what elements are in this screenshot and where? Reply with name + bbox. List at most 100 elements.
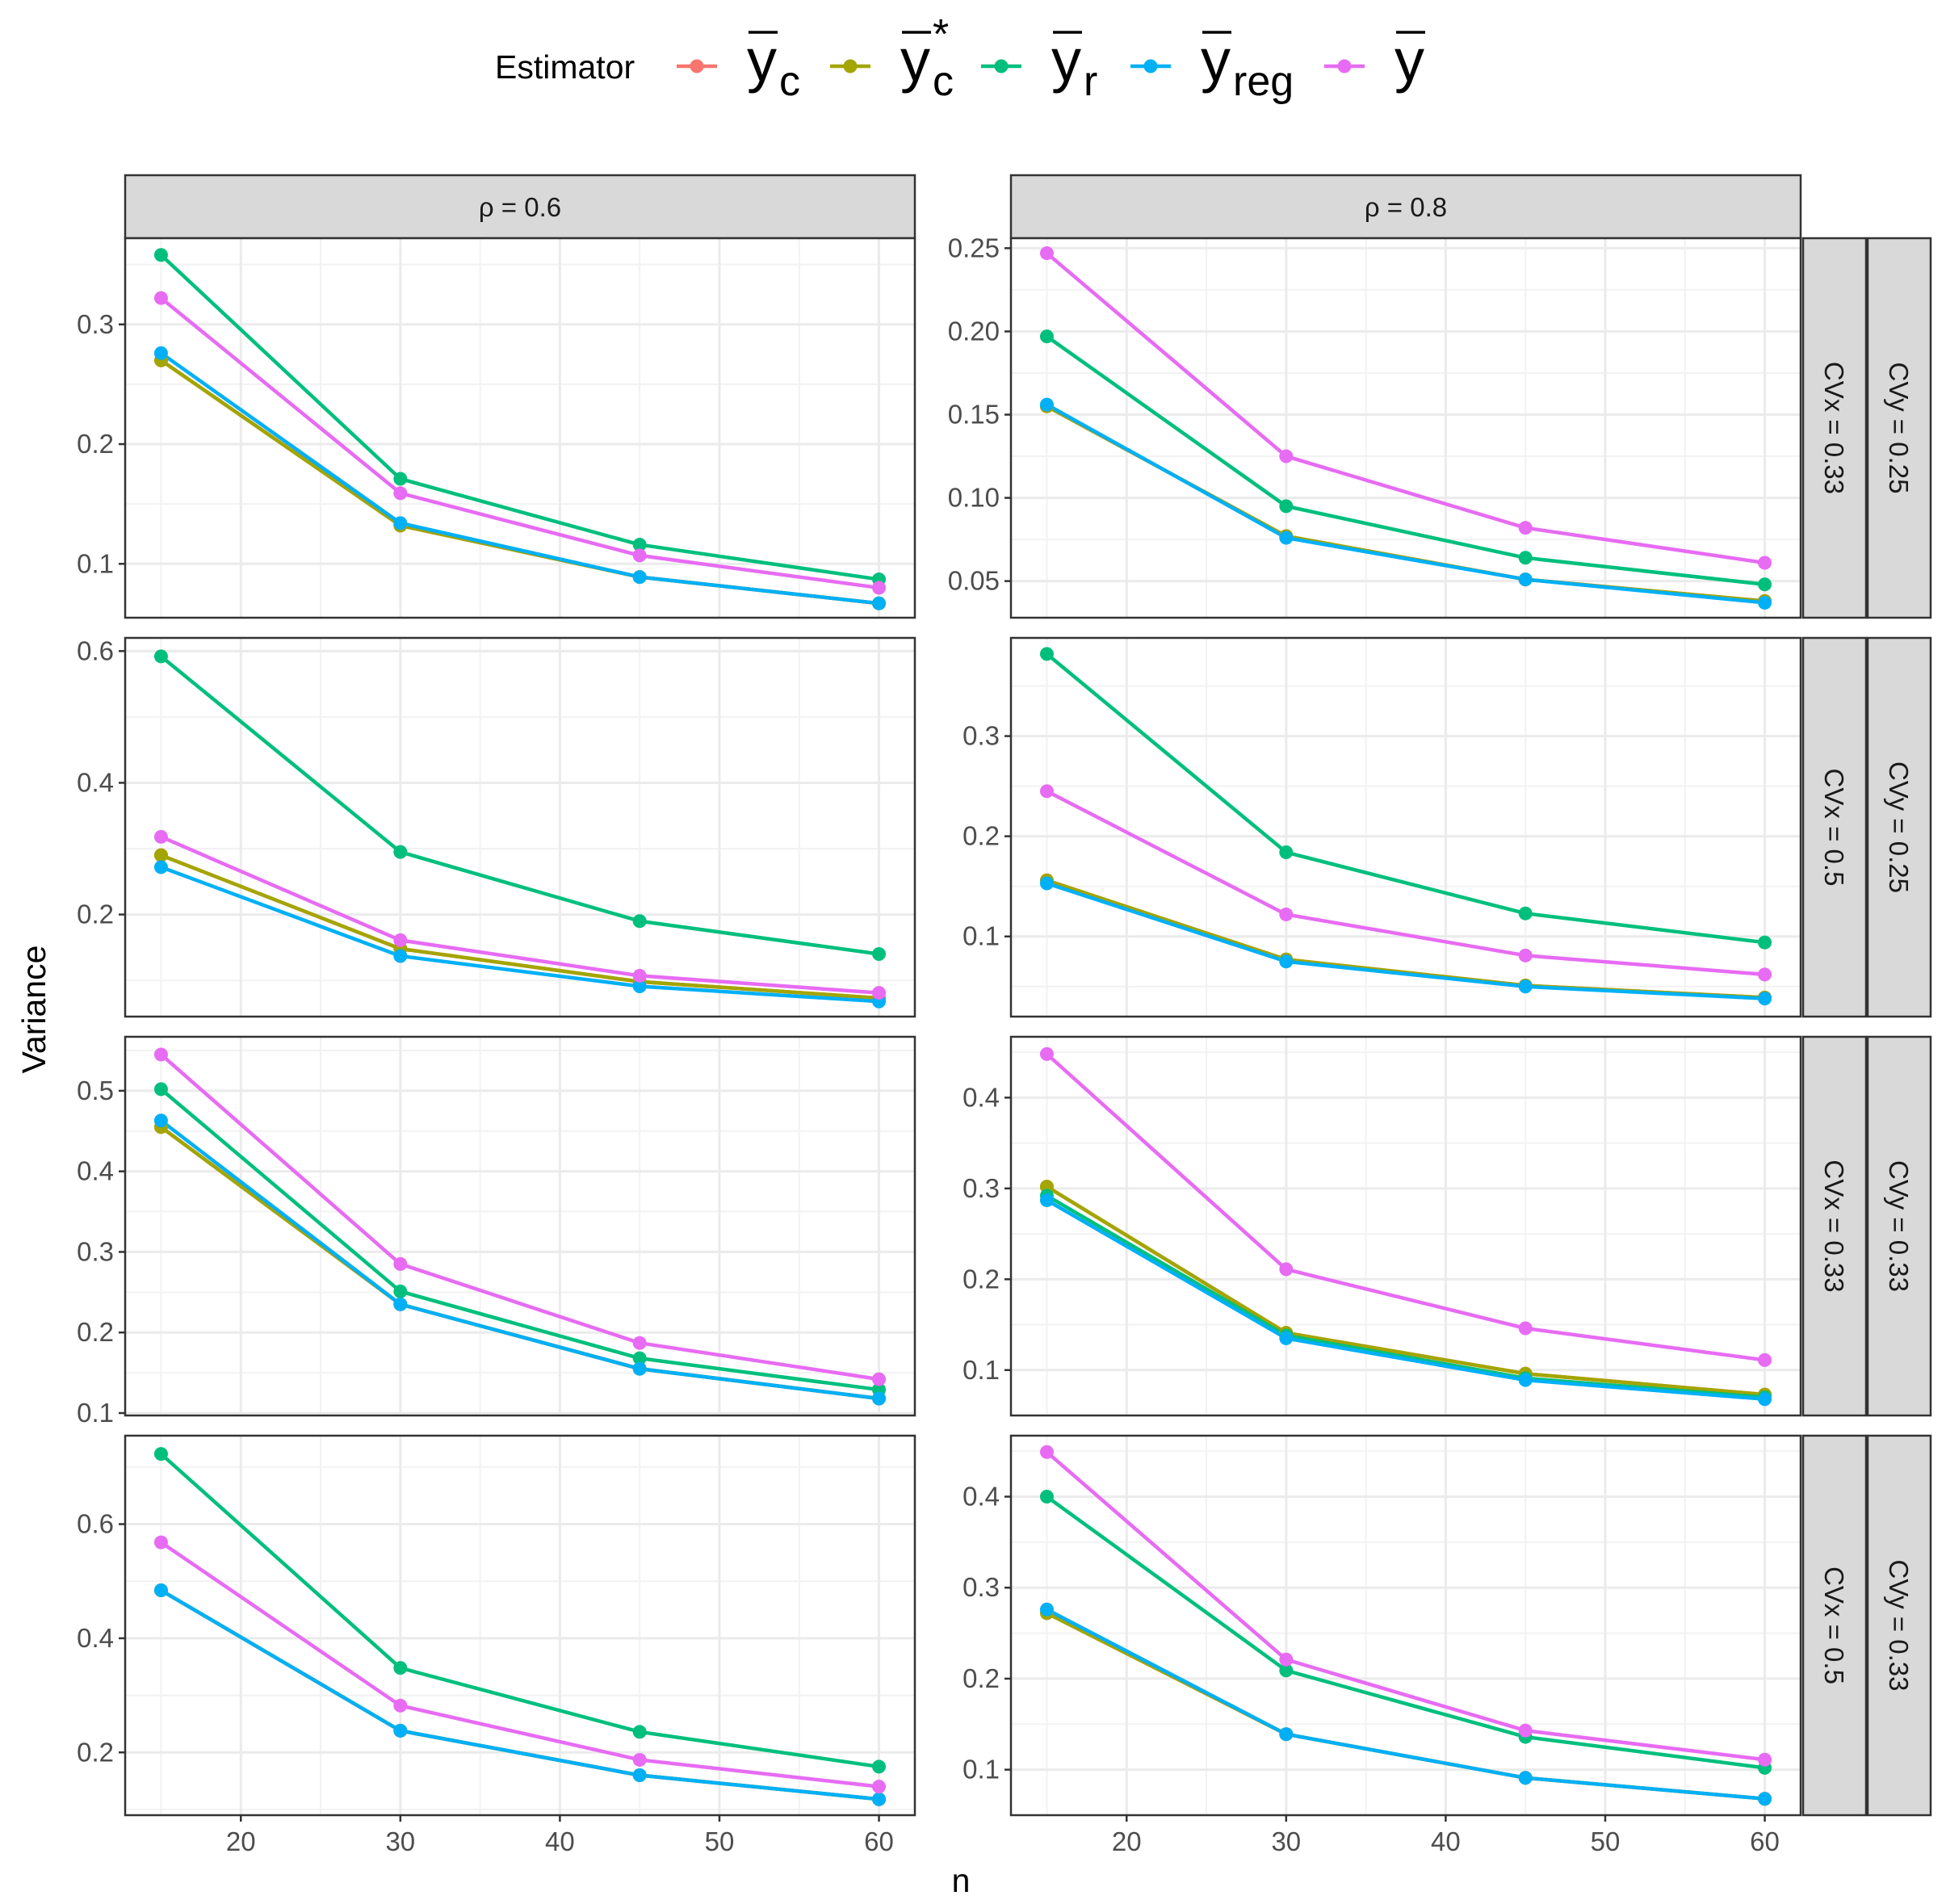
data-point-ybar [1279, 1652, 1294, 1667]
data-point-yc_star [153, 848, 168, 862]
data-point-ybar [1039, 1445, 1054, 1459]
panel: 0.2 0.4 0.6 [77, 635, 916, 1018]
series-line-ybar [1046, 789, 1765, 977]
y-tick-label: 0.25 [948, 233, 1000, 262]
data-point-yreg [153, 1113, 168, 1128]
y-tick-label: 0.3 [963, 1572, 1000, 1602]
data-point-ybar [1279, 907, 1294, 921]
column-strip-label: ρ = 0.8 [1365, 192, 1447, 222]
legend-entry: y reg [1130, 27, 1294, 105]
legend-entries: y c y c* y r y reg y [677, 11, 1425, 105]
data-point-ybar [872, 986, 887, 1000]
x-tick-label: 50 [1591, 1826, 1621, 1856]
data-point-ybar [393, 486, 408, 501]
data-point-yreg [1039, 1602, 1054, 1617]
legend-key-point [690, 59, 704, 73]
x-tick-label: 30 [1271, 1826, 1301, 1856]
panel-background [1011, 638, 1801, 1017]
data-point-ybar [1518, 521, 1533, 535]
y-tick-label: 0.1 [77, 548, 114, 578]
data-point-yr [393, 472, 408, 486]
row-strip-cvx [1801, 1035, 1868, 1417]
legend-key-point [843, 59, 858, 73]
column-strip [124, 174, 916, 240]
y-tick-label: 0.2 [77, 1737, 114, 1767]
y-tick-label: 0.1 [77, 1398, 114, 1428]
series-line-yr [1046, 1495, 1765, 1770]
legend-entry: y [1324, 27, 1425, 94]
y-tick-label: 0.2 [963, 1663, 1000, 1693]
data-point-yreg [1758, 992, 1772, 1006]
data-point-yreg [632, 1361, 647, 1376]
x-tick-label: 50 [705, 1826, 735, 1856]
row-strip-label-cvy: CVy = 0.33 [1884, 1560, 1914, 1692]
data-point-yreg [632, 1768, 647, 1783]
y-tick-label: 0.2 [963, 1264, 1000, 1294]
legend-label-base: y [1394, 27, 1424, 94]
data-point-yreg [632, 979, 647, 993]
legend-label-sup: * [933, 11, 949, 58]
series-line-ybar [160, 1541, 879, 1789]
data-point-yreg [872, 596, 887, 610]
data-point-yr [632, 1725, 647, 1739]
data-point-yreg [1279, 954, 1294, 969]
data-point-ybar [632, 1336, 647, 1350]
y-tick-label: 0.4 [77, 1156, 114, 1186]
series-line-yreg [160, 351, 879, 606]
y-tick-label: 0.1 [963, 921, 1000, 951]
series-line-yreg [160, 1118, 879, 1401]
data-point-ybar [1758, 1353, 1772, 1367]
data-point-ybar [632, 1752, 647, 1767]
legend-key-point [1337, 59, 1352, 73]
y-tick-label: 0.15 [948, 400, 1000, 430]
data-point-ybar [393, 933, 408, 947]
row-strip-label-cvy: CVy = 0.25 [1884, 761, 1914, 893]
data-point-yreg [393, 516, 408, 531]
data-point-yreg [1518, 1373, 1533, 1387]
row-strip-cvy [1866, 1434, 1932, 1817]
data-point-yr [393, 1284, 408, 1298]
data-point-ybar [153, 1535, 168, 1550]
data-point-yr [153, 649, 168, 664]
x-tick-label: 30 [385, 1826, 415, 1856]
y-axis-title: Variance [15, 946, 52, 1074]
data-point-ybar [632, 548, 647, 563]
data-point-yr [1039, 329, 1054, 344]
row-strip-cvy [1866, 636, 1932, 1018]
data-point-ybar [632, 968, 647, 983]
legend-label-sub: c [933, 58, 954, 105]
y-tick-label: 0.20 [948, 316, 1000, 346]
panels: 0.10.20.30.050.100.150.200.250.20.40.60.… [77, 233, 1802, 1856]
panel-border [124, 636, 916, 1018]
data-point-yr [393, 1661, 408, 1675]
row-strip-label-cvx: CVx = 0.33 [1819, 1160, 1849, 1292]
data-point-yr [1518, 906, 1533, 921]
y-tick-label: 0.3 [963, 1173, 1000, 1203]
data-point-yreg [1039, 397, 1054, 412]
legend-key-point [994, 59, 1009, 73]
panel-border [124, 1035, 916, 1417]
data-point-ybar [1279, 449, 1294, 463]
legend-title: Estimator [495, 48, 635, 86]
panel-border [1009, 237, 1802, 619]
data-point-ybar [153, 291, 168, 305]
series-line-yr [1046, 334, 1765, 587]
data-point-yreg [872, 1391, 887, 1406]
data-point-yreg [1518, 1771, 1533, 1785]
series-line-ybar [159, 1053, 879, 1382]
data-point-yr [872, 947, 887, 962]
data-point-ybar [393, 1256, 408, 1271]
y-tick-label: 0.2 [77, 900, 114, 929]
data-point-ybar [872, 1372, 887, 1386]
row-strip-label-cvy: CVy = 0.25 [1884, 363, 1914, 494]
series-line-yr [160, 655, 879, 956]
data-point-ybar [1758, 556, 1772, 570]
data-point-yreg [1039, 1193, 1054, 1207]
column-strip [1009, 174, 1802, 240]
data-point-yr [632, 1351, 647, 1365]
series-line-yc_star [160, 853, 879, 1000]
data-point-yreg [1518, 572, 1533, 587]
panel-border [124, 1434, 916, 1817]
